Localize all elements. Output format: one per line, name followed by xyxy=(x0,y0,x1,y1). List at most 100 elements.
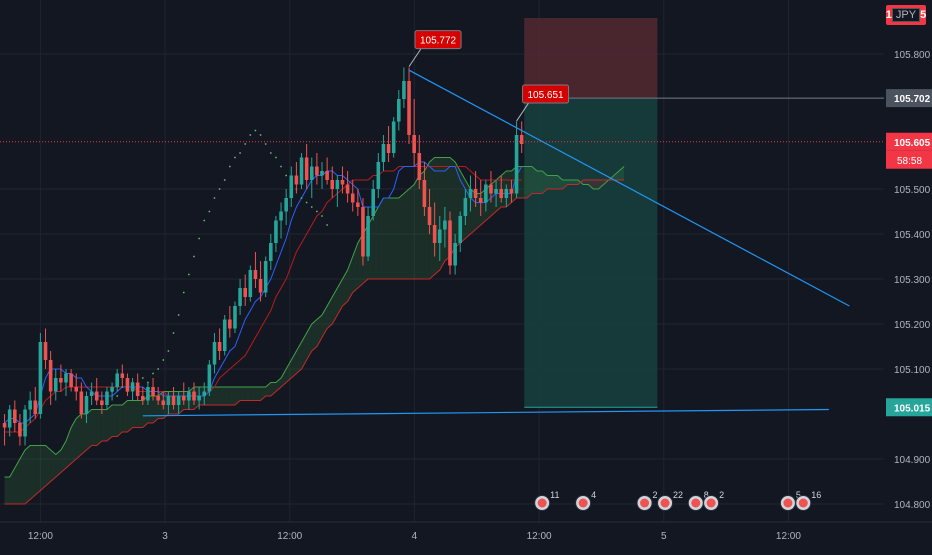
cloud-segment xyxy=(255,387,261,401)
trendlines[interactable] xyxy=(0,69,884,417)
candle-body xyxy=(89,391,94,396)
cloud-segment xyxy=(286,360,292,383)
cloud-segment xyxy=(521,166,527,198)
candle-body xyxy=(151,387,155,396)
candle-body xyxy=(340,180,345,185)
cloud-segment xyxy=(373,207,379,279)
chikou-dot xyxy=(167,350,170,352)
target-price-label-bg xyxy=(886,398,932,417)
symbol-badge[interactable]: 1 JPY 5 xyxy=(886,5,926,25)
chikou-dot xyxy=(285,174,288,177)
candle-body xyxy=(448,220,452,266)
chikou-dot xyxy=(198,237,201,240)
chikou-dot xyxy=(141,377,144,379)
cloud-segment xyxy=(572,180,578,185)
candle-body xyxy=(499,189,503,198)
cloud-segment xyxy=(434,157,440,275)
candle-body xyxy=(253,270,258,279)
candle-body xyxy=(509,189,514,194)
chikou-dot xyxy=(228,165,231,168)
cloud-segment xyxy=(383,198,389,279)
event-count: 2 xyxy=(653,490,658,500)
candle-body xyxy=(161,400,166,405)
candle-body xyxy=(376,162,381,189)
cloud-segment xyxy=(224,387,230,405)
event-markers[interactable]: 11 4 2 22 8 2 5 16 xyxy=(534,490,822,511)
candle-body xyxy=(74,387,79,392)
cloud-segment xyxy=(117,405,123,437)
candle-body xyxy=(243,288,247,297)
price-axis[interactable]: 104.800 104.900 105.100 105.200 105.300 105.4… xyxy=(884,0,932,522)
candle-body xyxy=(330,180,335,189)
candle-body xyxy=(228,319,232,329)
candle-body xyxy=(115,373,119,387)
event-flag-center xyxy=(706,498,716,508)
event-count: 4 xyxy=(591,490,596,500)
cloud-segment xyxy=(50,450,56,482)
candle-body xyxy=(386,144,391,153)
candle-body xyxy=(422,180,427,207)
tenkan-sen xyxy=(4,161,523,424)
candle-body xyxy=(38,342,43,414)
candle-body xyxy=(13,409,17,423)
candle-body xyxy=(263,261,268,293)
event-flag-center xyxy=(691,498,701,508)
callout-pointer xyxy=(516,102,529,122)
cloud-segment xyxy=(60,441,66,473)
cloud-segment xyxy=(618,166,625,180)
candle-body xyxy=(2,423,7,428)
position-zones[interactable] xyxy=(524,18,884,408)
candle-body xyxy=(110,387,114,392)
cloud-segment xyxy=(352,243,358,293)
chikou-dot xyxy=(259,134,262,136)
cloud-segment xyxy=(86,409,92,450)
event-flag-center xyxy=(640,498,650,508)
candle-body xyxy=(181,396,186,401)
cloud-segment xyxy=(562,180,568,189)
chikou-dot xyxy=(239,152,241,154)
candle-body xyxy=(356,202,360,207)
price-tick-label: 105.200 xyxy=(894,320,931,331)
candle-body xyxy=(192,391,196,401)
cloud-segment xyxy=(593,180,599,189)
candle-body xyxy=(105,391,109,405)
candle-body xyxy=(412,135,416,153)
cloud-segment xyxy=(613,171,619,180)
chikou-dot xyxy=(152,372,154,375)
cloud-segment xyxy=(403,189,410,279)
candle-body xyxy=(207,364,212,392)
candle-body xyxy=(156,396,160,401)
candle-body xyxy=(64,373,68,383)
cloud-segment xyxy=(137,400,143,428)
cloud-segment xyxy=(409,184,415,279)
callout-label: 105.772 xyxy=(420,36,457,47)
cloud-segment xyxy=(547,175,553,189)
time-axis-bg xyxy=(0,522,932,550)
event-flag-center xyxy=(578,498,588,508)
cloud-segment xyxy=(14,459,20,504)
candles[interactable] xyxy=(2,67,524,446)
cloud-segment xyxy=(542,171,548,194)
event-flag-center xyxy=(798,498,808,508)
cloud-segment xyxy=(45,445,51,486)
cloud-segment xyxy=(214,387,220,405)
candle-body xyxy=(33,400,38,414)
candle-body xyxy=(350,193,355,203)
candle-body xyxy=(217,342,222,351)
candle-body xyxy=(48,360,53,392)
cloud-segment xyxy=(439,157,445,270)
candle-body xyxy=(120,373,125,378)
candle-body xyxy=(212,342,217,365)
cloud-segment xyxy=(316,315,322,347)
candle-body xyxy=(489,184,493,194)
price-callouts[interactable]: 105.772 105.651 xyxy=(408,30,570,122)
time-tick-label: 12:00 xyxy=(527,531,552,542)
cloud-segment xyxy=(552,175,558,189)
chikou-dot xyxy=(208,210,211,213)
candle-body xyxy=(59,378,63,383)
price-tick-label: 105.800 xyxy=(894,50,931,61)
price-tick-label: 105.100 xyxy=(894,365,931,376)
time-axis[interactable]: 12:00 3 12:00 4 12:00 5 12:00 xyxy=(0,521,932,550)
